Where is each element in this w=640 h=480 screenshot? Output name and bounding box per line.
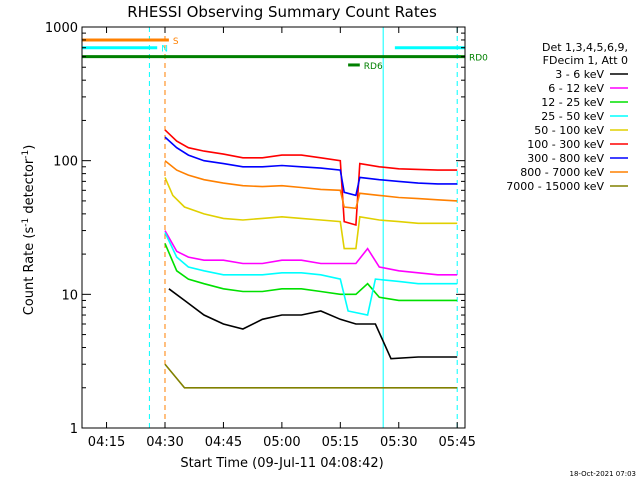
x-tick-label: 04:45 bbox=[205, 435, 242, 450]
x-tick-label: 05:30 bbox=[380, 435, 417, 450]
x-tick-label: 04:30 bbox=[146, 435, 183, 450]
legend: Det 1,3,4,5,6,9, FDecim 1, Att 0 3 - 6 k… bbox=[506, 41, 628, 193]
legend-entry-label: 6 - 12 keV bbox=[548, 82, 604, 95]
chart-title: RHESSI Observing Summary Count Rates bbox=[127, 3, 437, 21]
y-axis-label-sup: -1 bbox=[21, 150, 31, 159]
legend-entry-label: 50 - 100 keV bbox=[534, 124, 604, 137]
series-line bbox=[164, 129, 458, 227]
legend-header-line: FDecim 1, Att 0 bbox=[543, 54, 628, 67]
series-line bbox=[164, 232, 458, 316]
series-line bbox=[164, 177, 458, 250]
x-tick-label: 05:00 bbox=[263, 435, 300, 450]
plot-frame bbox=[81, 26, 466, 429]
legend-entry-label: 7000 - 15000 keV bbox=[506, 180, 604, 193]
y-tick-label: 1 bbox=[70, 422, 78, 437]
flag-label: RD0 bbox=[469, 54, 488, 64]
legend-entry-label: 100 - 300 keV bbox=[527, 138, 604, 151]
y-axis-label: Count Rate (s-1 detector-1) bbox=[21, 145, 37, 316]
flag-label: RD6 bbox=[364, 62, 383, 72]
y-tick-label: 10 bbox=[61, 288, 78, 303]
x-tick-label: 04:15 bbox=[88, 435, 125, 450]
legend-header-line: Det 1,3,4,5,6,9, bbox=[542, 41, 628, 54]
y-tick-label: 1000 bbox=[45, 21, 78, 36]
series-line bbox=[164, 136, 458, 197]
generated-timestamp: 18-Oct-2021 07:03 bbox=[570, 470, 636, 478]
legend-entry-label: 25 - 50 keV bbox=[541, 110, 604, 123]
flag-label: N bbox=[161, 45, 168, 55]
legend-entry-label: 3 - 6 keV bbox=[555, 68, 604, 81]
y-axis-label-sup: -1 bbox=[21, 218, 31, 227]
plot-content: SN RD0 RD6 bbox=[81, 27, 488, 428]
x-tick-label: 05:15 bbox=[322, 435, 359, 450]
y-axis-label-part: detector bbox=[22, 158, 37, 218]
y-axis-label-part: ) bbox=[22, 145, 37, 150]
x-axis-label: Start Time (09-Jul-11 04:08:42) bbox=[180, 456, 383, 471]
x-tick-label: 05:45 bbox=[438, 435, 475, 450]
legend-entry-label: 800 - 7000 keV bbox=[520, 166, 604, 179]
legend-entry-label: 300 - 800 keV bbox=[527, 152, 604, 165]
y-tick-label: 100 bbox=[53, 155, 78, 170]
legend-entry-label: 12 - 25 keV bbox=[541, 96, 604, 109]
x-axis: 04:15 04:30 04:45 05:00 05:15 05:30 05:45 bbox=[88, 27, 476, 450]
flag-label: S bbox=[173, 37, 179, 47]
y-axis-label-part: Count Rate (s bbox=[22, 227, 37, 316]
y-axis: 1 10 100 1000 bbox=[45, 21, 465, 437]
series-line bbox=[164, 160, 458, 210]
series-line bbox=[168, 288, 458, 360]
series-line bbox=[164, 243, 458, 302]
series-line bbox=[164, 363, 458, 389]
series-line bbox=[164, 230, 458, 276]
